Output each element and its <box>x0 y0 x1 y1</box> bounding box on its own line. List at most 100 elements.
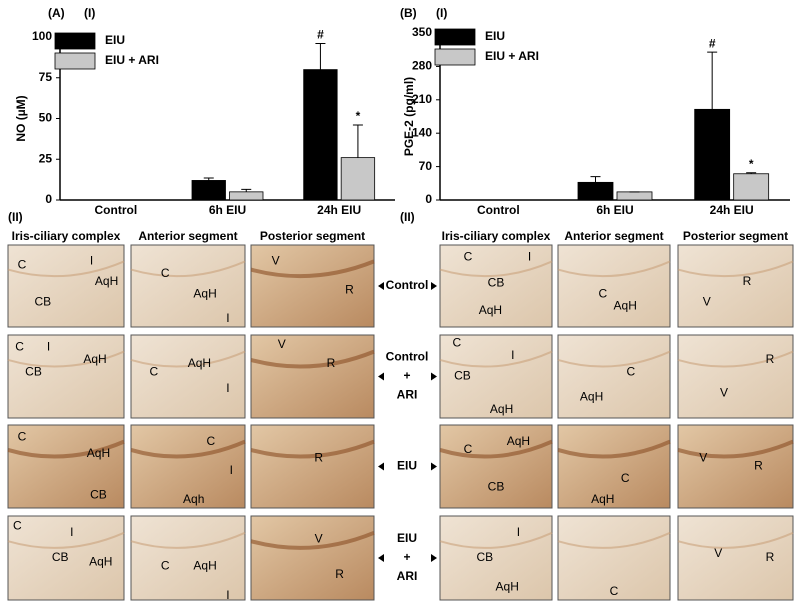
structure-label: V <box>699 450 707 464</box>
row-label: + <box>403 369 410 383</box>
y-tick-label: 0 <box>425 192 432 206</box>
row-label: EIU <box>397 459 417 473</box>
structure-label: I <box>226 381 229 395</box>
arrow-left <box>378 282 384 290</box>
error-bar <box>203 177 214 181</box>
tissue-layer <box>677 439 794 459</box>
tissue-layer <box>130 439 246 459</box>
micrograph <box>439 515 553 601</box>
structure-label: AqH <box>193 286 216 300</box>
structure-label: R <box>766 352 775 366</box>
x-tick-label: 6h EIU <box>209 203 246 217</box>
legend-label: EIU + ARI <box>485 49 539 63</box>
structure-label: AqH <box>479 303 502 317</box>
micrograph <box>677 334 794 419</box>
arrow-right <box>431 282 437 290</box>
structure-label: CB <box>476 550 493 564</box>
structure-label: I <box>90 254 93 268</box>
micrograph <box>557 515 671 601</box>
tissue-layer <box>7 439 125 459</box>
bar <box>577 181 614 201</box>
structure-label: C <box>149 365 158 379</box>
structure-label: R <box>335 567 344 581</box>
legend-label: EIU <box>105 33 125 47</box>
row-label: Control <box>386 278 429 292</box>
structure-label: R <box>327 356 336 370</box>
structure-label: R <box>314 450 323 464</box>
tissue-layer <box>677 350 794 368</box>
row-label: EIU <box>397 531 417 545</box>
micrograph <box>677 515 794 601</box>
micrograph <box>130 334 246 419</box>
row-label: Control <box>386 350 429 364</box>
structure-label: CB <box>25 365 42 379</box>
structure-label: I <box>517 525 520 539</box>
tissue-layer <box>439 439 553 459</box>
micrograph <box>250 424 375 509</box>
structure-label: AqH <box>193 559 216 573</box>
structure-label: C <box>18 430 27 444</box>
y-tick-label: 70 <box>419 159 433 173</box>
y-axis-label: NO (µM) <box>14 95 28 141</box>
error-bar <box>746 172 757 174</box>
legend-swatch <box>434 48 476 66</box>
tissue-layer <box>439 531 553 549</box>
micrograph <box>130 515 246 601</box>
micrograph <box>7 515 125 601</box>
structure-label: C <box>464 442 473 456</box>
structure-label: AqH <box>83 352 106 366</box>
structure-label: CB <box>52 550 69 564</box>
micrograph <box>7 244 125 328</box>
column-header: Posterior segment <box>683 229 788 243</box>
y-tick-label: 75 <box>39 70 53 84</box>
part-label: (II) <box>8 210 23 224</box>
structure-label: I <box>511 348 514 362</box>
tissue-layer <box>557 260 671 278</box>
micrograph <box>250 244 375 328</box>
micrograph <box>130 244 246 328</box>
structure-label: AqH <box>580 389 603 403</box>
legend-swatch <box>434 28 476 46</box>
micrograph <box>250 334 375 419</box>
structure-label: V <box>714 546 722 560</box>
panel-label: (A) <box>48 6 65 20</box>
tissue-layer <box>7 531 125 549</box>
structure-label: C <box>452 335 461 349</box>
y-tick-label: 280 <box>412 59 432 73</box>
column-header: Anterior segment <box>138 229 237 243</box>
micrograph <box>250 515 375 601</box>
tissue-layer <box>7 350 125 368</box>
structure-label: C <box>206 434 215 448</box>
y-tick-label: 210 <box>412 92 432 106</box>
structure-label: AqH <box>89 554 112 568</box>
tissue-layer <box>557 350 671 368</box>
column-header: Iris-ciliary complex <box>442 229 551 243</box>
x-tick-label: Control <box>477 203 520 217</box>
error-bar <box>315 43 326 70</box>
structure-label: I <box>70 525 73 539</box>
structure-label: AqH <box>490 402 513 416</box>
structure-label: AqH <box>95 274 118 288</box>
structure-label: CB <box>488 479 505 493</box>
structure-label: CB <box>34 295 51 309</box>
column-header: Iris-ciliary complex <box>12 229 121 243</box>
arrow-right <box>431 372 437 381</box>
part-label: (II) <box>400 210 415 224</box>
tissue-layer <box>130 350 246 368</box>
structure-label: CB <box>454 369 471 383</box>
structure-label: R <box>766 550 775 564</box>
structure-label: V <box>315 532 323 546</box>
x-tick-label: 6h EIU <box>596 203 633 217</box>
micrograph <box>439 334 553 419</box>
tissue-layer <box>439 350 553 368</box>
structure-label: Aqh <box>183 492 204 506</box>
micrograph <box>677 244 794 328</box>
row-label: + <box>403 550 410 564</box>
structure-label: AqH <box>507 434 530 448</box>
structure-label: I <box>226 588 229 602</box>
structure-label: I <box>47 340 50 354</box>
structure-label: V <box>720 385 728 399</box>
tissue-layer <box>250 439 375 459</box>
tissue-layer <box>250 259 375 279</box>
structure-label: CB <box>488 276 505 290</box>
